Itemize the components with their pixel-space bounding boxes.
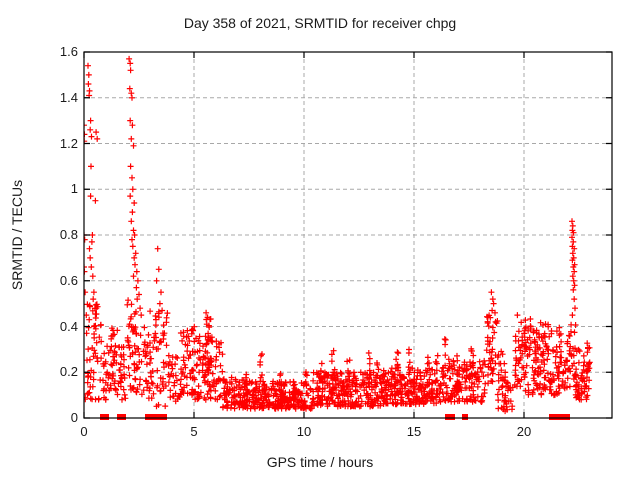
y-tick-label: 0.2 (59, 364, 78, 380)
x-tick-label: 10 (296, 424, 312, 439)
x-tick-label: 15 (406, 424, 422, 439)
grid-lines (84, 52, 612, 418)
y-tick-label: 1 (70, 181, 78, 197)
chart-title: Day 358 of 2021, SRMTID for receiver chp… (183, 15, 457, 31)
y-tick-label: 0.4 (59, 318, 78, 334)
plot-border (83, 51, 613, 419)
x-axis-label: GPS time / hours (266, 454, 374, 470)
x-tick-label: 0 (80, 424, 88, 439)
srmtid-data-points (84, 55, 593, 415)
x-tick-label: 5 (190, 424, 198, 439)
y-tick-label: 0.8 (59, 227, 78, 242)
zero-flag-points (100, 414, 570, 420)
y-tick-label: 0 (70, 410, 78, 425)
x-tick-label: 20 (516, 424, 532, 439)
y-tick-label: 1.4 (59, 89, 78, 105)
y-tick-label: 1.2 (59, 135, 78, 151)
y-tick-label: 1.6 (59, 44, 78, 59)
y-tick-label: 0.6 (59, 272, 78, 288)
